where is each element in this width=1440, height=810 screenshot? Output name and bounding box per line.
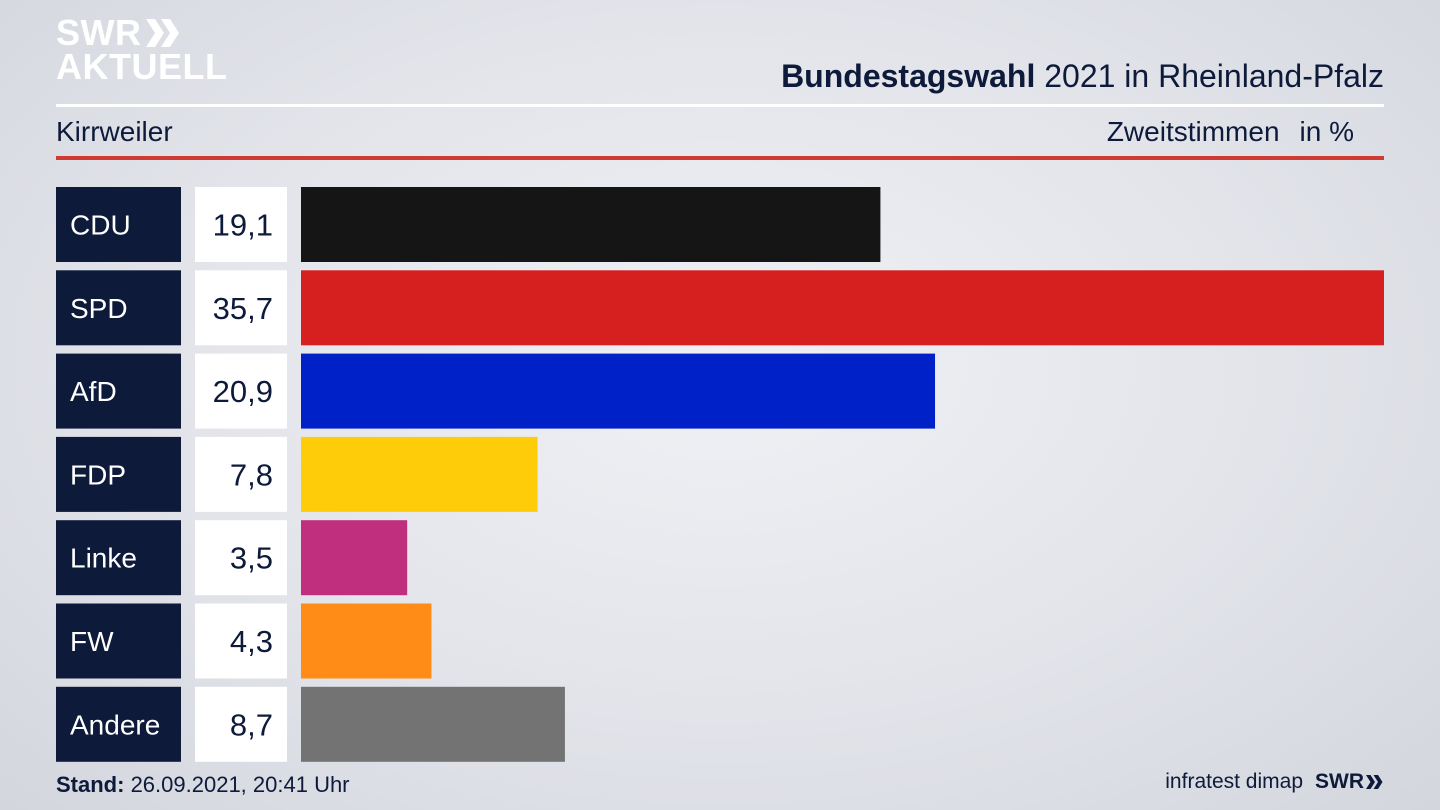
party-label-box	[56, 603, 181, 679]
measure-text: Zweitstimmen	[1106, 116, 1280, 147]
bar	[301, 436, 538, 512]
double-chevron-icon	[1366, 775, 1383, 789]
party-label: FW	[70, 626, 114, 657]
party-label: CDU	[70, 210, 131, 241]
unit-text: in %	[1299, 116, 1354, 147]
value-label: 35,7	[213, 291, 273, 326]
bar	[301, 353, 936, 429]
measure-label: Zweitstimmen in %	[1107, 116, 1354, 148]
region-label: Kirrweiler	[56, 116, 173, 147]
value-label-box	[195, 270, 287, 346]
stand-value: 26.09.2021, 20:41 Uhr	[124, 772, 350, 797]
stand-label: Stand:	[56, 772, 125, 797]
value-label-box	[195, 353, 287, 429]
source-label: infratest dimap	[1165, 770, 1303, 793]
header-divider	[56, 104, 1384, 107]
value-label-box	[195, 686, 287, 762]
timestamp: Stand: 26.09.2021, 20:41 Uhr	[56, 772, 350, 798]
party-label-box	[56, 520, 181, 596]
double-chevron-icon	[145, 19, 179, 47]
party-label: Linke	[70, 543, 137, 574]
party-label: FDP	[70, 459, 126, 490]
party-label-box	[56, 270, 181, 346]
value-label: 19,1	[213, 208, 273, 243]
value-label-box	[195, 520, 287, 596]
bar	[301, 187, 881, 262]
value-label-box	[195, 436, 287, 512]
value-label-box	[195, 187, 287, 262]
logo-line-2: AKTUELL	[56, 46, 228, 87]
swr-footer-text: SWR	[1315, 770, 1364, 793]
bar	[301, 520, 408, 596]
chart-title: Bundestagswahl 2021 in Rheinland-Pfalz	[781, 58, 1384, 95]
value-label: 20,9	[213, 374, 273, 409]
value-label: 4,3	[230, 624, 273, 659]
value-label-box	[195, 603, 287, 679]
bar	[301, 603, 432, 679]
party-label-box	[56, 187, 181, 262]
bar	[301, 270, 1384, 346]
party-label: Andere	[70, 709, 160, 740]
swr-footer-logo: SWR	[1315, 770, 1384, 794]
party-label-box	[56, 353, 181, 429]
party-label: SPD	[70, 293, 128, 324]
bar	[301, 686, 565, 762]
value-label: 8,7	[230, 707, 273, 742]
title-rest: 2021 in Rheinland-Pfalz	[1035, 58, 1384, 94]
footer-credits: infratest dimap SWR	[1165, 770, 1384, 794]
party-label: AfD	[70, 376, 117, 407]
value-label: 3,5	[230, 541, 273, 576]
title-bold: Bundestagswahl	[781, 58, 1036, 94]
party-label-box	[56, 686, 181, 762]
swr-aktuell-logo: SWR AKTUELL	[56, 12, 228, 87]
party-label-box	[56, 436, 181, 512]
value-label: 7,8	[230, 457, 273, 492]
logo-line-1: SWR	[56, 12, 142, 53]
accent-divider	[56, 156, 1384, 160]
